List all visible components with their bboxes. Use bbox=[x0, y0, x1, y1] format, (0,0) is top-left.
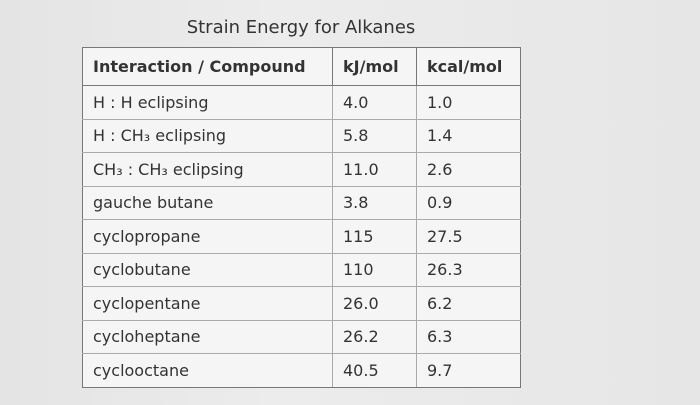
table-row: cyclopropane 115 27.5 bbox=[82, 219, 521, 254]
value-cell: 26.2 bbox=[332, 319, 417, 354]
value-cell: 5.8 bbox=[332, 118, 417, 153]
compound-cell: H : CH₃ eclipsing bbox=[82, 118, 333, 153]
table-row: cyclobutane 110 26.3 bbox=[82, 252, 521, 287]
value-cell: 1.4 bbox=[416, 118, 521, 153]
table-row: gauche butane 3.8 0.9 bbox=[82, 185, 521, 220]
value-cell: 115 bbox=[332, 219, 417, 254]
table-row: CH₃ : CH₃ eclipsing 11.0 2.6 bbox=[82, 152, 521, 187]
value-cell: 6.2 bbox=[416, 286, 521, 321]
value-cell: 6.3 bbox=[416, 319, 521, 354]
table-row: H : CH₃ eclipsing 5.8 1.4 bbox=[82, 118, 521, 153]
value-cell: 26.3 bbox=[416, 252, 521, 287]
compound-cell: cycloheptane bbox=[82, 319, 333, 354]
value-cell: 1.0 bbox=[416, 85, 521, 120]
value-cell: 2.6 bbox=[416, 152, 521, 187]
table-row: H : H eclipsing 4.0 1.0 bbox=[82, 85, 521, 120]
value-cell: 110 bbox=[332, 252, 417, 287]
table-title: Strain Energy for Alkanes bbox=[186, 17, 416, 38]
value-cell: 26.0 bbox=[332, 286, 417, 321]
compound-cell: CH₃ : CH₃ eclipsing bbox=[82, 152, 333, 187]
compound-cell: cyclopropane bbox=[82, 219, 333, 254]
table-body: H : H eclipsing 4.0 1.0 H : CH₃ eclipsing 5.… bbox=[82, 85, 521, 388]
compound-cell: cyclooctane bbox=[82, 353, 333, 388]
value-cell: 11.0 bbox=[332, 152, 417, 187]
value-cell: 27.5 bbox=[416, 219, 521, 254]
compound-cell: H : H eclipsing bbox=[82, 85, 333, 120]
value-cell: 40.5 bbox=[332, 353, 417, 388]
compound-cell: cyclobutane bbox=[82, 252, 333, 287]
column-header: kJ/mol bbox=[332, 47, 417, 86]
column-header: Interaction / Compound bbox=[82, 47, 333, 86]
compound-cell: gauche butane bbox=[82, 185, 333, 220]
header-row: Interaction / Compound kJ/mol kcal/mol bbox=[82, 47, 521, 86]
strain-table: Interaction / Compound kJ/mol kcal/mol H :… bbox=[82, 47, 521, 388]
value-cell: 9.7 bbox=[416, 353, 521, 388]
table-row: cyclooctane 40.5 9.7 bbox=[82, 353, 521, 388]
table-row: cycloheptane 26.2 6.3 bbox=[82, 319, 521, 354]
column-header: kcal/mol bbox=[416, 47, 521, 86]
value-cell: 0.9 bbox=[416, 185, 521, 220]
value-cell: 4.0 bbox=[332, 85, 417, 120]
compound-cell: cyclopentane bbox=[82, 286, 333, 321]
table-row: cyclopentane 26.0 6.2 bbox=[82, 286, 521, 321]
value-cell: 3.8 bbox=[332, 185, 417, 220]
